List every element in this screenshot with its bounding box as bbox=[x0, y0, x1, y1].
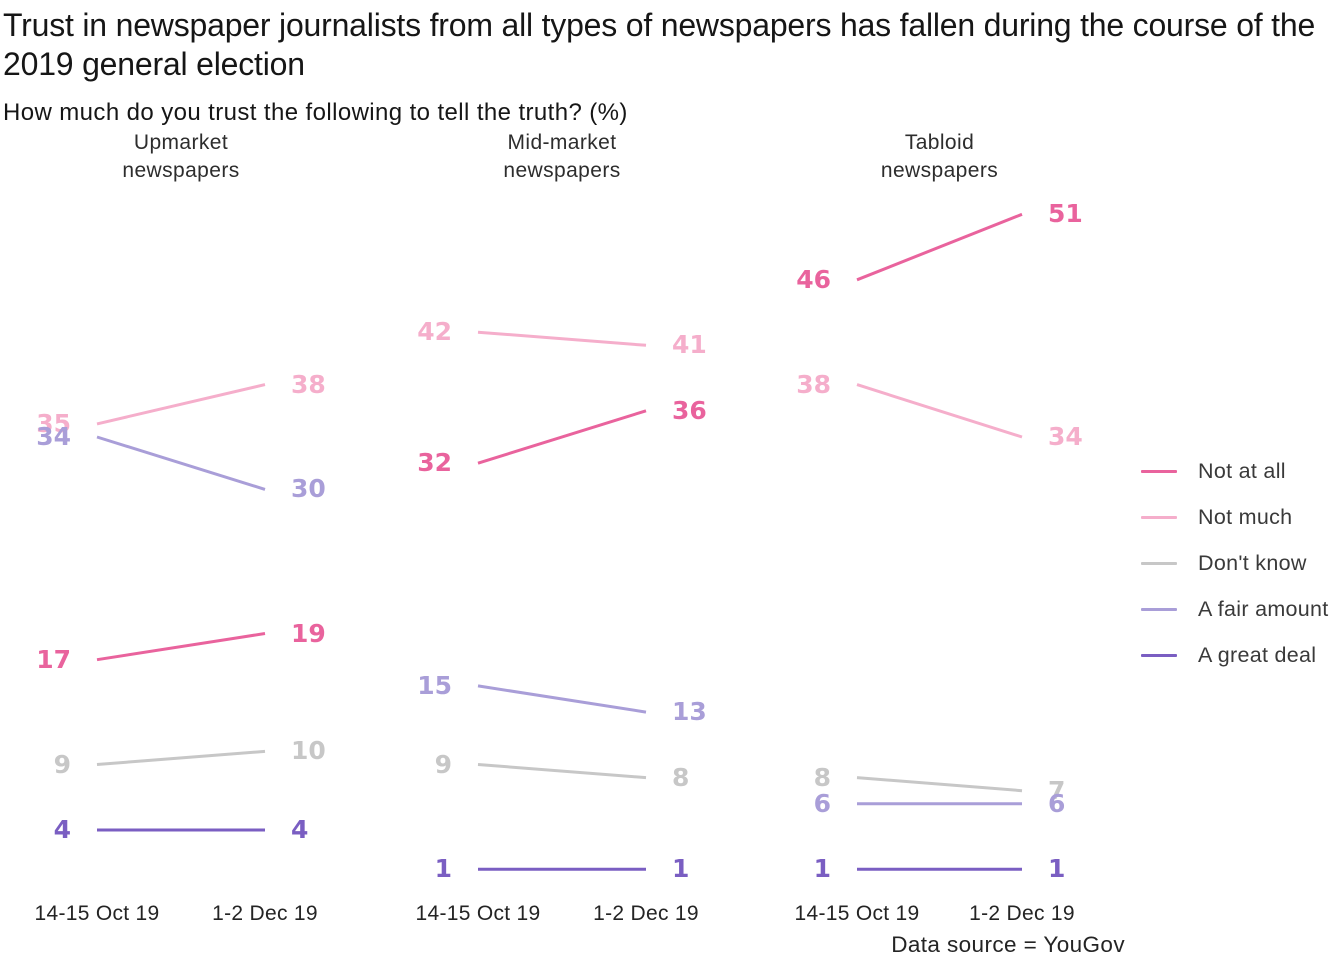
value-label-a-fair-amount-start: 6 bbox=[813, 788, 831, 818]
legend-label-don-t-know: Don't know bbox=[1198, 551, 1307, 575]
panel-header-line: Tabloid bbox=[904, 131, 975, 154]
value-label-a-great-deal-end: 1 bbox=[672, 854, 690, 884]
x-tick-14-15-oct-19: 14-15 Oct 19 bbox=[794, 902, 920, 925]
value-label-not-at-all-start: 17 bbox=[36, 644, 71, 674]
value-label-not-much-end: 41 bbox=[672, 330, 707, 360]
legend-swatch-a-great-deal bbox=[1141, 654, 1177, 657]
slope-line-not-much bbox=[477, 330, 647, 347]
value-label-a-fair-amount-start: 34 bbox=[36, 422, 71, 451]
value-label-not-much-start: 35 bbox=[36, 408, 71, 438]
x-tick-1-2-dec-19: 1-2 Dec 19 bbox=[969, 902, 1075, 925]
value-label-don-t-know-start: 9 bbox=[434, 749, 452, 779]
panel-header-mid-market: Mid-market newspapers bbox=[442, 129, 682, 185]
value-label-don-t-know-start: 9 bbox=[53, 749, 71, 779]
slope-line-not-much bbox=[856, 383, 1023, 439]
slope-line-not-much bbox=[96, 383, 266, 426]
panel-header-tabloid: Tabloid newspapers bbox=[820, 129, 1060, 185]
panel-header-line: Mid-market bbox=[507, 131, 617, 154]
value-label-a-fair-amount-end: 13 bbox=[672, 697, 707, 727]
legend-label-not-much: Not much bbox=[1198, 505, 1293, 529]
value-label-don-t-know-end: 8 bbox=[672, 762, 690, 792]
slope-line-a-fair-amount bbox=[477, 684, 647, 714]
value-label-not-at-all-start: 46 bbox=[796, 264, 831, 294]
legend-swatch-not-at-all bbox=[1141, 470, 1177, 473]
value-label-not-at-all-start: 32 bbox=[417, 448, 452, 478]
panel-header-line: newspapers bbox=[880, 159, 999, 182]
value-label-not-at-all-end: 19 bbox=[291, 618, 326, 648]
value-label-don-t-know-end: 10 bbox=[291, 736, 326, 766]
value-label-don-t-know-end: 7 bbox=[1048, 775, 1066, 805]
value-label-don-t-know-start: 8 bbox=[813, 762, 831, 792]
value-label-not-much-end: 34 bbox=[1048, 422, 1083, 451]
value-label-not-much-start: 42 bbox=[417, 317, 452, 347]
panel-header-upmarket: Upmarket newspapers bbox=[61, 129, 301, 185]
slope-line-not-at-all bbox=[856, 212, 1023, 282]
value-label-not-at-all-end: 36 bbox=[672, 395, 707, 425]
legend-label-not-at-all: Not at all bbox=[1198, 459, 1286, 483]
slope-line-not-at-all bbox=[96, 632, 266, 662]
slope-line-don-t-know bbox=[96, 749, 266, 766]
legend-label-a-great-deal: A great deal bbox=[1198, 643, 1317, 667]
legend-swatch-a-fair-amount bbox=[1141, 608, 1177, 611]
value-label-a-great-deal-end: 4 bbox=[291, 815, 309, 844]
value-label-a-great-deal-start: 1 bbox=[434, 854, 452, 884]
slope-line-a-fair-amount bbox=[96, 435, 266, 491]
chart-subtitle: How much do you trust the following to t… bbox=[3, 99, 628, 126]
panel-header-line: newspapers bbox=[503, 159, 621, 182]
value-label-a-fair-amount-start: 15 bbox=[417, 670, 452, 700]
x-tick-1-2-dec-19: 1-2 Dec 19 bbox=[593, 902, 699, 925]
legend-swatch-not-much bbox=[1141, 516, 1177, 519]
data-source-note: Data source = YouGov bbox=[891, 932, 1125, 957]
value-label-not-at-all-end: 51 bbox=[1048, 199, 1083, 229]
value-label-not-much-end: 38 bbox=[291, 369, 326, 399]
panel-header-line: Upmarket bbox=[133, 131, 229, 154]
legend-label-a-fair-amount: A fair amount bbox=[1198, 597, 1329, 621]
legend-swatch-don-t-know bbox=[1141, 562, 1177, 565]
x-tick-1-2-dec-19: 1-2 Dec 19 bbox=[212, 902, 318, 925]
value-label-a-fair-amount-end: 6 bbox=[1048, 788, 1066, 818]
chart-title: Trust in newspaper journalists from all … bbox=[3, 7, 1316, 82]
slope-line-not-at-all bbox=[477, 409, 647, 465]
slope-line-don-t-know bbox=[477, 763, 647, 780]
x-tick-14-15-oct-19: 14-15 Oct 19 bbox=[415, 902, 541, 925]
value-label-a-great-deal-end: 1 bbox=[1048, 854, 1066, 884]
value-label-a-great-deal-start: 4 bbox=[53, 815, 71, 844]
value-label-a-fair-amount-end: 30 bbox=[291, 474, 326, 504]
slope-line-don-t-know bbox=[856, 776, 1023, 793]
value-label-a-great-deal-start: 1 bbox=[813, 854, 831, 884]
value-label-not-much-start: 38 bbox=[796, 369, 831, 399]
panel-header-line: newspapers bbox=[122, 159, 240, 182]
x-tick-14-15-oct-19: 14-15 Oct 19 bbox=[34, 902, 160, 925]
